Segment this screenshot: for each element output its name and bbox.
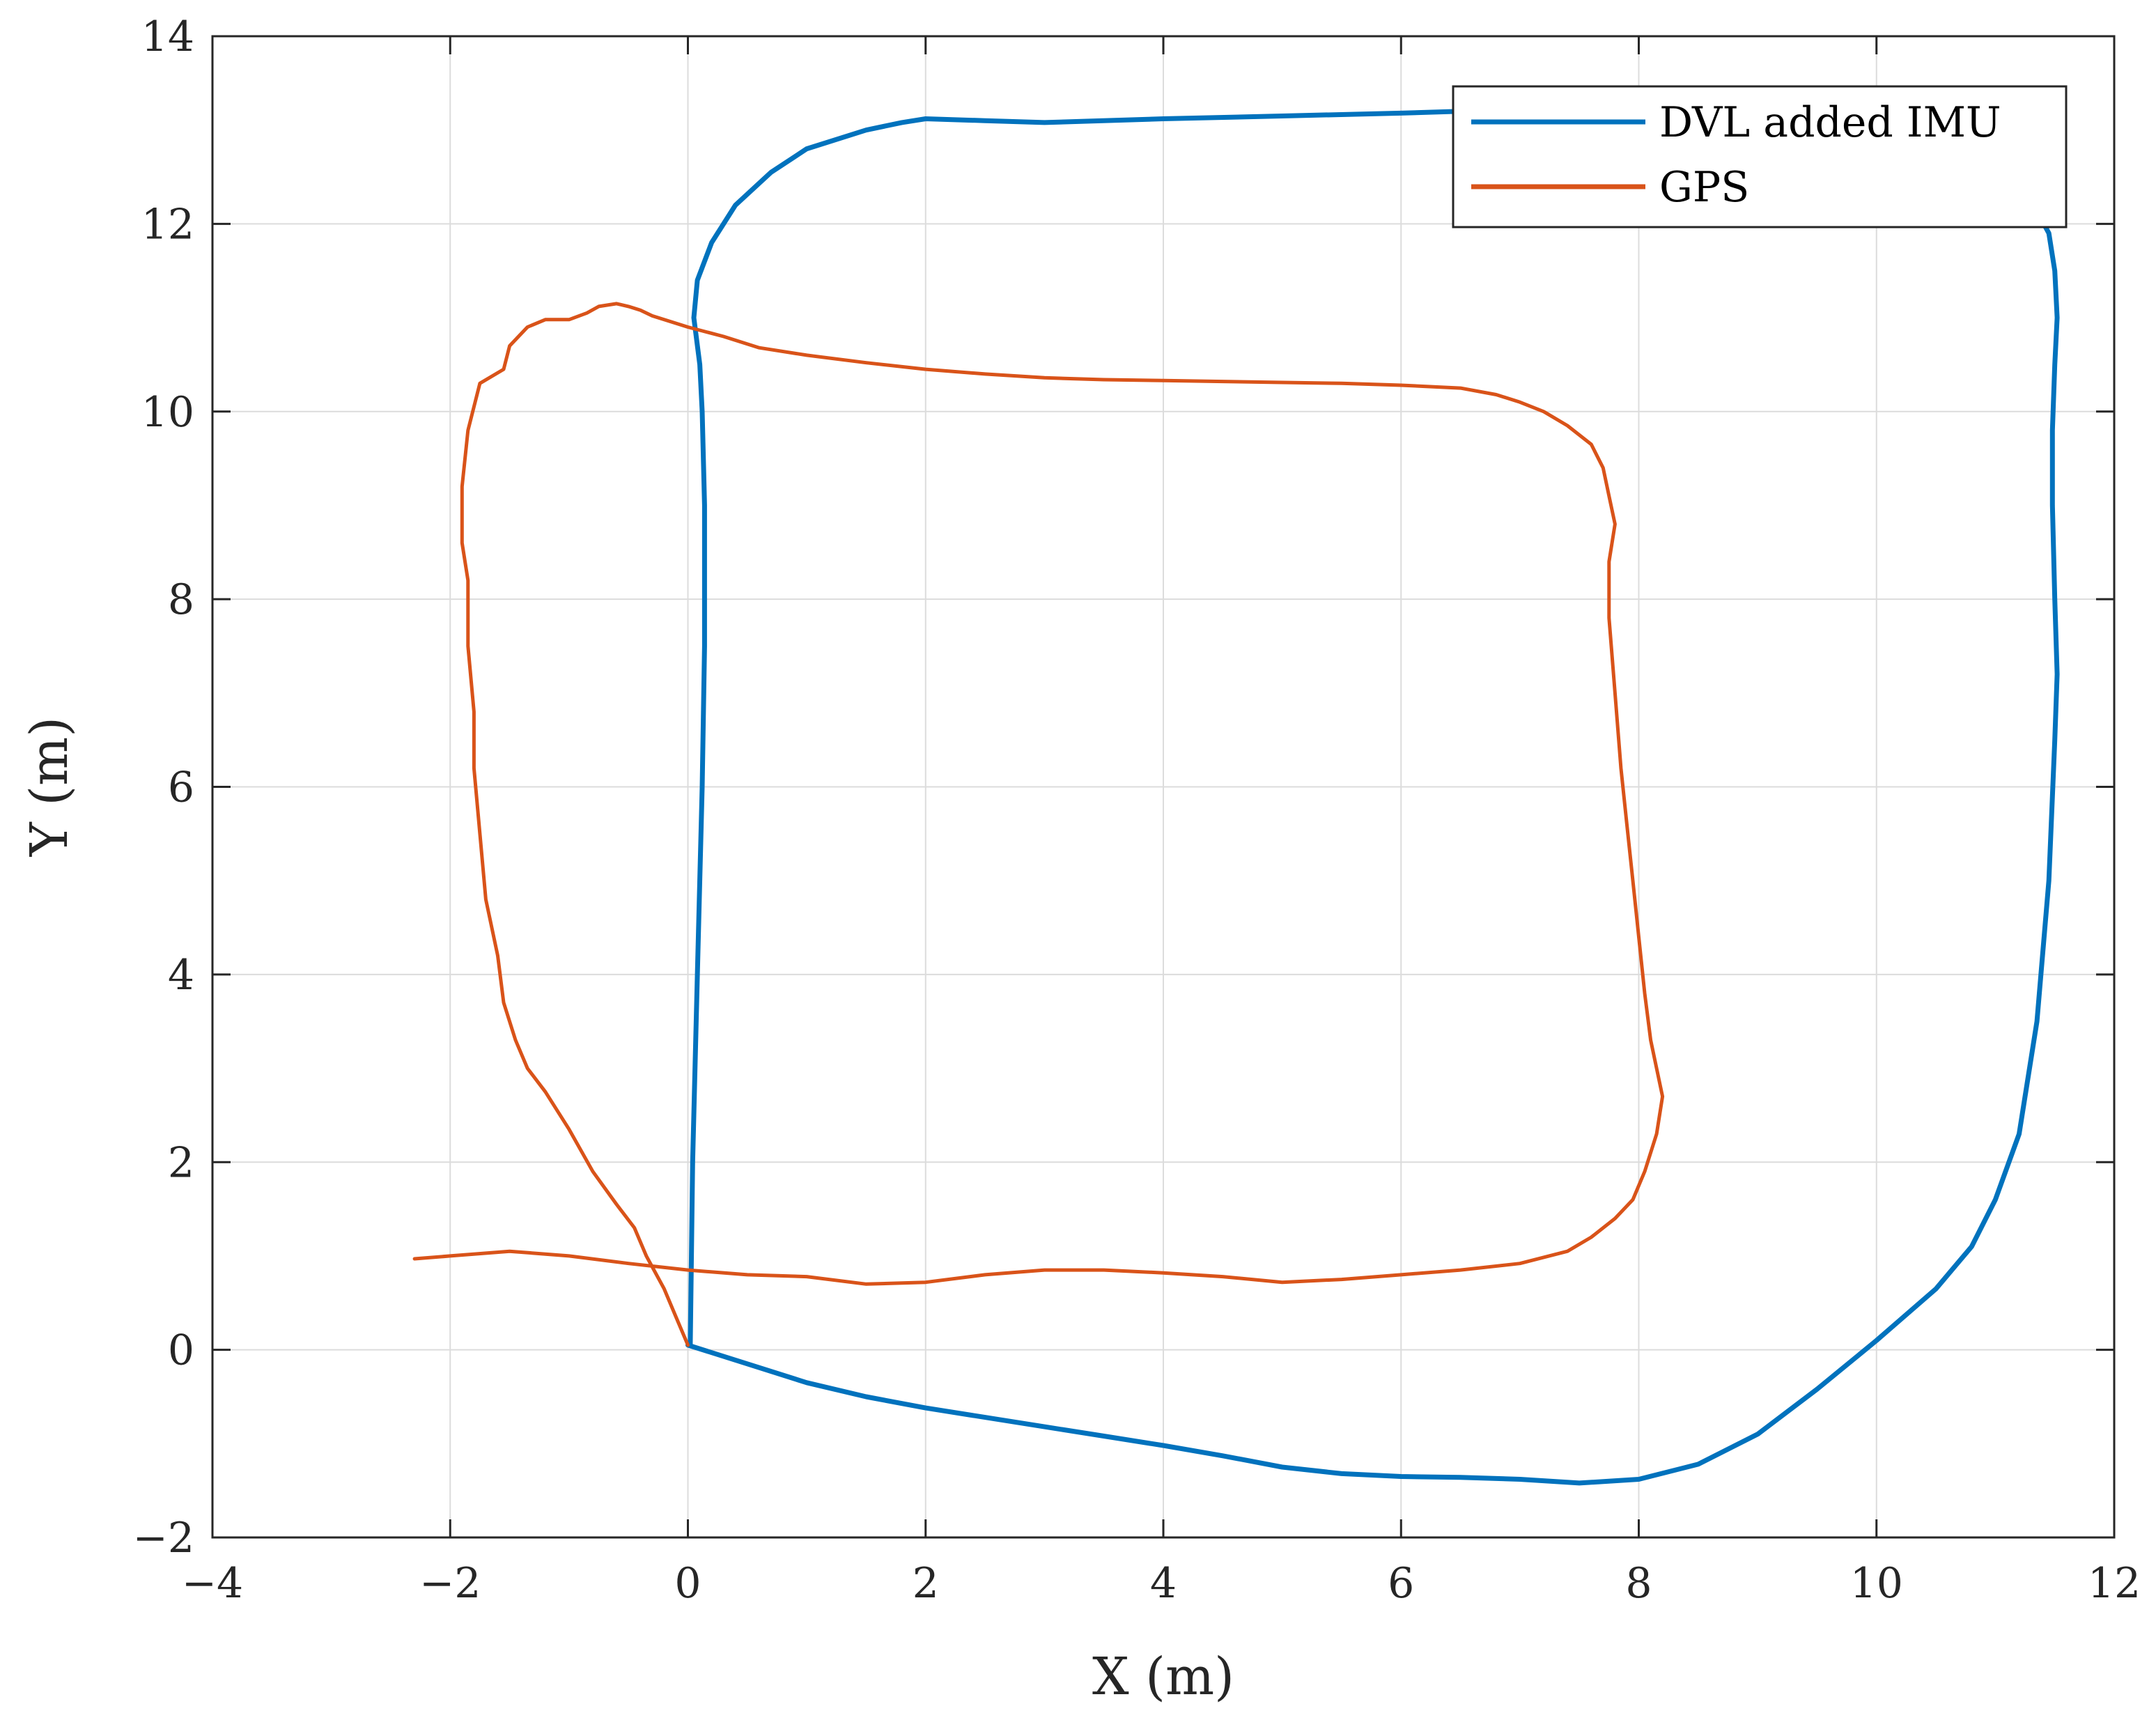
gps-line xyxy=(412,302,1665,1347)
x-tick-label: −4 xyxy=(182,1559,243,1608)
legend-label-gps: GPS xyxy=(1659,163,1749,212)
y-tick-label: 12 xyxy=(141,200,194,249)
dvl-added-imu-line xyxy=(685,107,2060,1486)
y-tick-label: −2 xyxy=(133,1514,194,1563)
y-tick-label: 4 xyxy=(168,951,194,1000)
y-tick-label: 8 xyxy=(168,575,194,624)
y-tick-label: 14 xyxy=(141,13,194,61)
legend: DVL added IMU GPS xyxy=(1452,85,2068,228)
y-tick-label: 10 xyxy=(141,388,194,437)
x-tick-label: 8 xyxy=(1625,1559,1652,1608)
x-tick-label: 0 xyxy=(674,1559,701,1608)
x-tick-label: 2 xyxy=(913,1559,939,1608)
series-layer xyxy=(412,107,2060,1486)
tick-marks xyxy=(211,35,2116,1539)
x-tick-label: 4 xyxy=(1150,1559,1177,1608)
y-tick-label: 0 xyxy=(168,1326,194,1375)
y-tick-label: 6 xyxy=(168,764,194,812)
y-tick-label: 2 xyxy=(168,1138,194,1187)
y-axis-label: Y (m) xyxy=(20,717,79,857)
legend-label-dvl: DVL added IMU xyxy=(1659,98,2001,147)
legend-box xyxy=(1452,85,2068,228)
x-tick-label: 10 xyxy=(1850,1559,1903,1608)
x-tick-label: −2 xyxy=(419,1559,481,1608)
x-axis-label: X (m) xyxy=(1092,1647,1234,1707)
x-tick-label: 12 xyxy=(2088,1559,2141,1608)
x-tick-label: 6 xyxy=(1388,1559,1414,1608)
